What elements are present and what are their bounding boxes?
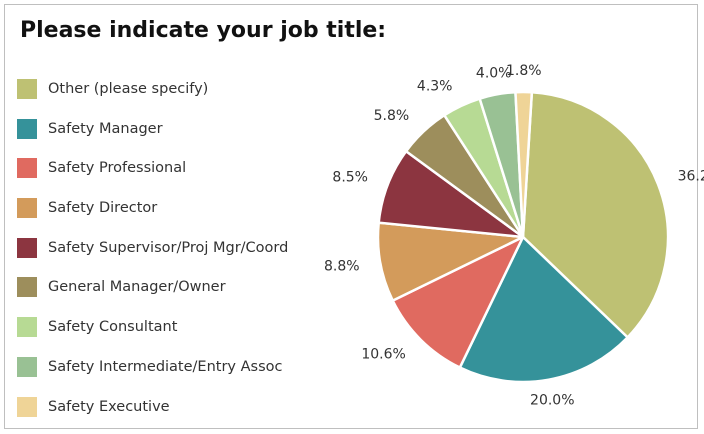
pie-value-label: 4.0% — [476, 66, 512, 82]
pie-value-label: 20.0% — [530, 392, 574, 408]
pie-value-label: 5.8% — [374, 108, 410, 124]
pie-slices — [376, 90, 670, 384]
legend-swatch — [17, 237, 37, 258]
pie-value-label: 36.2% — [678, 169, 704, 185]
chart-legend: Other (please specify) Safety Manager Safe… — [17, 77, 288, 434]
pie-value-label: 1.8% — [506, 63, 542, 79]
legend-item: Safety Manager — [17, 117, 288, 141]
legend-label: Safety Manager — [48, 120, 163, 137]
legend-swatch — [17, 396, 37, 417]
legend-swatch — [17, 158, 37, 179]
pie-slice — [458, 235, 629, 384]
legend-label: Other (please specify) — [48, 81, 209, 97]
legend-swatch — [17, 317, 37, 338]
pie-value-label: 4.3% — [417, 79, 453, 95]
legend-swatch — [17, 118, 37, 139]
legend-item: Safety Intermediate/Entry Assoc — [17, 355, 288, 379]
legend-swatch — [17, 198, 37, 219]
legend-label: Safety Professional — [48, 160, 187, 177]
legend-label: Safety Supervisor/Proj Mgr/Coord — [48, 239, 289, 256]
legend-item: Safety Executive — [17, 395, 288, 419]
legend-label: Safety Consultant — [48, 319, 178, 336]
pie-value-label: 10.6% — [361, 347, 405, 363]
legend-item: Safety Director — [17, 196, 288, 220]
legend-item: Other (please specify) — [17, 77, 288, 101]
pie-value-labels: 36.2% 20.0% 10.6% 8.8% 8.5% 5.8% 4.3% 4.0%1.8% — [324, 63, 704, 408]
legend-label: General Manager/Owner — [48, 279, 226, 296]
pie-slice — [391, 235, 525, 369]
legend-item: Safety Supervisor/Proj Mgr/Coord — [17, 236, 288, 260]
pie-value-label: 8.5% — [332, 170, 368, 186]
pie-slice — [514, 90, 534, 239]
legend-label: Safety Executive — [48, 398, 170, 415]
legend-item: Safety Professional — [17, 156, 288, 180]
pie-value-label: 8.8% — [324, 258, 360, 274]
legend-item: Safety Consultant — [17, 315, 288, 339]
chart-title: Please indicate your job title: — [20, 18, 387, 43]
legend-item: General Manager/Owner — [17, 275, 288, 299]
legend-swatch — [17, 277, 37, 298]
legend-swatch — [17, 79, 37, 99]
legend-swatch — [17, 356, 37, 377]
legend-label: Safety Intermediate/Entry Assoc — [48, 358, 283, 375]
legend-label: Safety Director — [48, 200, 158, 217]
pie-slice — [521, 91, 670, 339]
